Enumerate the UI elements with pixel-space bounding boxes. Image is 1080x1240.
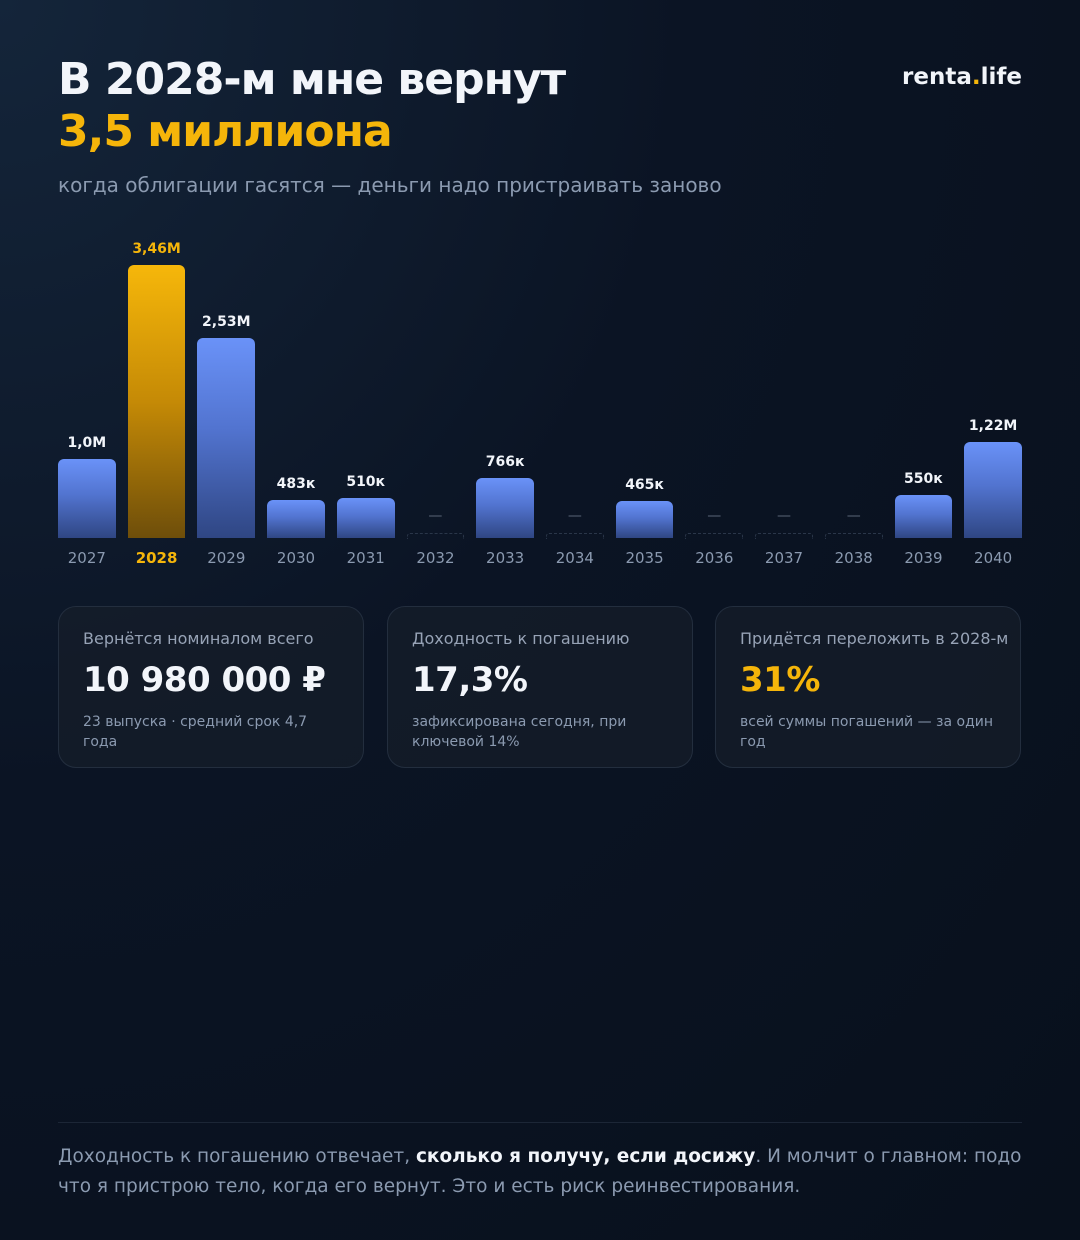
card-note: зафиксирована сегодня, при ключевой 14% [412, 714, 627, 750]
divider [58, 1122, 1022, 1123]
card-label: Вернётся номиналом всего [83, 629, 314, 648]
bar-2028 [127, 265, 186, 538]
x-tick-2028: 2028 [135, 549, 178, 567]
value-label-2038: — [846, 508, 861, 524]
brand-dot: . [971, 64, 981, 90]
card-label: Доходность к погашению [412, 629, 630, 648]
bar-2033 [476, 478, 534, 538]
value-label-2032: — [428, 508, 443, 524]
value-label-2039: 550к [904, 471, 943, 487]
brand-main: renta [902, 64, 972, 90]
value-label-2028: 3,46М [132, 241, 181, 257]
x-tick-2027: 2027 [67, 549, 106, 567]
x-tick-2035: 2035 [625, 549, 664, 567]
x-tick-2030: 2030 [276, 549, 316, 567]
value-label-2037: — [777, 508, 791, 524]
x-tick-2031: 2031 [346, 549, 385, 567]
x-tick-2032: 2032 [416, 549, 455, 567]
footnote-part-2: . И молчит о главном: подо что я пристро… [58, 1146, 1022, 1197]
footnote-bold: сколько я получу, если досижу [415, 1146, 756, 1167]
subtitle: когда облигации гасятся — деньги надо пр… [58, 173, 722, 197]
x-tick-2029: 2029 [207, 549, 246, 567]
bar-2029 [197, 338, 256, 538]
value-label-2040: 1,22М [968, 418, 1018, 434]
card-label: Придётся переложить в 2028-м [740, 629, 1009, 648]
redemption-bar-chart: 1,0М 2027 3,46М 2028 2,53М 2029 483к 2030 510к 20… [0, 0, 1080, 580]
value-label-2030: 483к [276, 476, 316, 492]
bar-2035 [615, 501, 674, 538]
bar-2037 [755, 533, 813, 539]
x-tick-2034: 2034 [555, 549, 594, 567]
card-value: 10 980 000 ₽ [83, 660, 326, 700]
card-total-nominal: Вернётся номиналом всего 10 980 000 ₽ 23… [58, 606, 364, 768]
title-line-2: 3,5 миллиона [58, 106, 393, 157]
value-label-2033: 766к [485, 454, 525, 470]
bar-2034 [546, 533, 604, 539]
x-tick-2036: 2036 [695, 549, 734, 567]
x-tick-2038: 2038 [834, 549, 873, 567]
bar-2027 [58, 459, 116, 538]
x-tick-2039: 2039 [904, 549, 943, 567]
x-tick-2040: 2040 [974, 549, 1013, 567]
value-label-2029: 2,53М [202, 314, 251, 330]
value-label-2036: — [707, 508, 722, 524]
x-tick-2037: 2037 [764, 549, 804, 567]
footnote: Доходность к погашению отвечает, сколько… [58, 1142, 1022, 1202]
title-line-1: В 2028-м мне вернут [58, 54, 566, 105]
bar-2038 [824, 533, 883, 539]
card-note: 23 выпуска · средний срок 4,7 года [83, 714, 308, 750]
bar-2040 [964, 442, 1022, 538]
card-reinvest-share: Придётся переложить в 2028-м 31% всей су… [715, 606, 1021, 768]
brand-logo: renta.life [902, 64, 1022, 90]
card-note: всей суммы погашений — за один год [740, 714, 994, 750]
footnote-part-1: Доходность к погашению отвечает, [58, 1146, 416, 1167]
value-label-2034: — [567, 508, 582, 524]
value-label-2027: 1,0М [67, 435, 107, 451]
x-tick-2033: 2033 [486, 549, 525, 567]
brand-suffix: life [980, 64, 1022, 90]
value-label-2035: 465к [625, 477, 664, 493]
bar-2036 [685, 533, 744, 539]
bar-2031 [336, 498, 395, 538]
bar-2039 [894, 495, 953, 538]
card-yield-to-maturity: Доходность к погашению 17,3% зафиксирова… [387, 606, 693, 768]
bar-2032 [406, 533, 465, 539]
card-value: 31% [740, 660, 820, 700]
card-value: 17,3% [412, 660, 528, 700]
value-label-2031: 510к [346, 474, 386, 490]
bar-2030 [267, 500, 325, 538]
